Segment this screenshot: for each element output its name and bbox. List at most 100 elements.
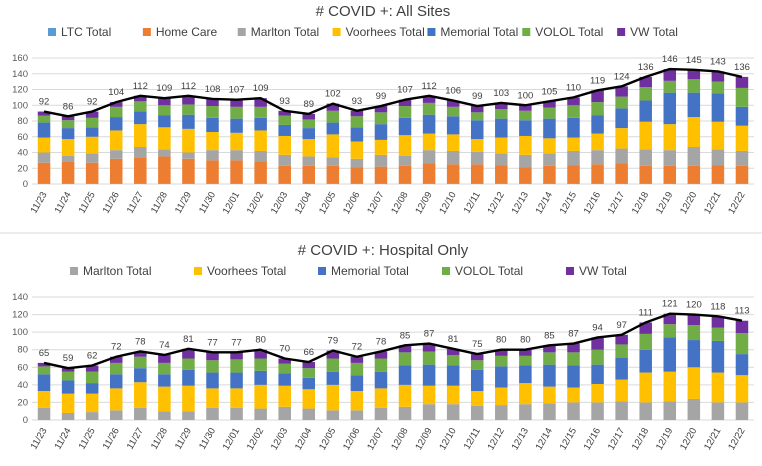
bar-segment-volol-total[interactable] — [374, 358, 388, 372]
bar-segment-volol-total[interactable] — [182, 104, 195, 115]
bar-segment-voorhees-total[interactable] — [254, 384, 267, 409]
bar-segment-ltc-total[interactable] — [735, 183, 749, 184]
bar-segment-home-care[interactable] — [109, 158, 123, 184]
bar-segment-memorial-total[interactable] — [615, 108, 628, 129]
bar-segment-ltc-total[interactable] — [254, 183, 267, 184]
bar-segment-volol-total[interactable] — [711, 327, 725, 341]
bar-segment-voorhees-total[interactable] — [446, 134, 460, 151]
bar-segment-voorhees-total[interactable] — [567, 387, 580, 403]
bar-segment-vw-total[interactable] — [350, 110, 364, 117]
bar-segment-voorhees-total[interactable] — [591, 133, 604, 151]
bar-segment-memorial-total[interactable] — [446, 365, 460, 386]
bar-segment-memorial-total[interactable] — [134, 111, 147, 125]
bar-segment-volol-total[interactable] — [158, 105, 171, 116]
bar-segment-memorial-total[interactable] — [61, 128, 75, 140]
bar-segment-home-care[interactable] — [663, 165, 677, 184]
bar-segment-volol-total[interactable] — [639, 333, 652, 350]
bar-segment-ltc-total[interactable] — [134, 183, 147, 184]
bar-segment-marlton-total[interactable] — [182, 152, 195, 159]
bar-segment-volol-total[interactable] — [326, 110, 340, 123]
bar-segment-volol-total[interactable] — [663, 80, 677, 93]
bar-segment-voorhees-total[interactable] — [639, 372, 652, 403]
bar-segment-memorial-total[interactable] — [495, 118, 508, 138]
bar-segment-voorhees-total[interactable] — [61, 393, 75, 413]
bar-segment-voorhees-total[interactable] — [254, 130, 267, 151]
bar-segment-volol-total[interactable] — [422, 351, 436, 365]
bar-segment-marlton-total[interactable] — [398, 155, 412, 166]
bar-segment-vw-total[interactable] — [206, 352, 219, 361]
bar-segment-vw-total[interactable] — [85, 365, 99, 372]
bar-segment-voorhees-total[interactable] — [615, 128, 628, 149]
bar-segment-vw-total[interactable] — [591, 90, 604, 103]
bar-segment-vw-total[interactable] — [687, 314, 701, 326]
bar-segment-home-care[interactable] — [567, 165, 580, 184]
bar-segment-vw-total[interactable] — [254, 98, 267, 107]
bar-segment-vw-total[interactable] — [134, 351, 147, 357]
bar-segment-marlton-total[interactable] — [254, 408, 267, 420]
bar-segment-memorial-total[interactable] — [422, 114, 436, 134]
bar-segment-memorial-total[interactable] — [37, 374, 51, 392]
bar-segment-memorial-total[interactable] — [398, 365, 412, 385]
bar-segment-memorial-total[interactable] — [158, 115, 171, 128]
bar-segment-volol-total[interactable] — [398, 352, 412, 366]
bar-segment-marlton-total[interactable] — [735, 150, 749, 166]
bar-segment-volol-total[interactable] — [567, 105, 580, 118]
bar-segment-vw-total[interactable] — [567, 343, 580, 353]
bar-segment-ltc-total[interactable] — [615, 183, 628, 184]
bar-segment-volol-total[interactable] — [519, 355, 532, 366]
bar-segment-memorial-total[interactable] — [302, 128, 316, 140]
bar-segment-memorial-total[interactable] — [470, 120, 484, 140]
bar-segment-home-care[interactable] — [350, 167, 364, 184]
bar-segment-vw-total[interactable] — [302, 362, 316, 369]
bar-segment-memorial-total[interactable] — [374, 124, 388, 140]
bar-segment-voorhees-total[interactable] — [326, 384, 340, 411]
bar-segment-memorial-total[interactable] — [519, 365, 532, 384]
bar-segment-marlton-total[interactable] — [687, 398, 701, 420]
bar-segment-marlton-total[interactable] — [37, 407, 51, 420]
bar-segment-home-care[interactable] — [687, 165, 701, 184]
bar-segment-ltc-total[interactable] — [567, 183, 580, 184]
bar-segment-memorial-total[interactable] — [422, 364, 436, 386]
bar-segment-memorial-total[interactable] — [254, 370, 267, 385]
bar-segment-home-care[interactable] — [543, 165, 556, 184]
bar-segment-volol-total[interactable] — [519, 110, 532, 121]
bar-segment-voorhees-total[interactable] — [302, 139, 316, 157]
bar-segment-home-care[interactable] — [495, 165, 508, 184]
bar-segment-voorhees-total[interactable] — [735, 125, 749, 151]
bar-segment-volol-total[interactable] — [302, 368, 316, 378]
bar-segment-marlton-total[interactable] — [711, 402, 725, 420]
bar-segment-voorhees-total[interactable] — [663, 124, 677, 151]
bar-segment-ltc-total[interactable] — [109, 183, 123, 184]
bar-segment-volol-total[interactable] — [350, 362, 364, 376]
bar-segment-marlton-total[interactable] — [567, 402, 580, 420]
bar-segment-marlton-total[interactable] — [422, 404, 436, 420]
bar-segment-marlton-total[interactable] — [278, 406, 291, 420]
bar-segment-memorial-total[interactable] — [398, 117, 412, 136]
bar-segment-vw-total[interactable] — [735, 320, 749, 334]
bar-segment-marlton-total[interactable] — [495, 405, 508, 420]
bar-segment-voorhees-total[interactable] — [302, 389, 316, 409]
bar-segment-marlton-total[interactable] — [543, 153, 556, 166]
bar-segment-voorhees-total[interactable] — [230, 388, 243, 408]
bar-segment-marlton-total[interactable] — [206, 407, 219, 420]
bar-segment-home-care[interactable] — [278, 165, 291, 184]
bar-segment-voorhees-total[interactable] — [495, 387, 508, 406]
bar-segment-ltc-total[interactable] — [350, 183, 364, 184]
bar-segment-marlton-total[interactable] — [639, 402, 652, 420]
bar-segment-memorial-total[interactable] — [735, 354, 749, 376]
bar-segment-vw-total[interactable] — [230, 352, 243, 360]
bar-segment-volol-total[interactable] — [374, 112, 388, 125]
bar-segment-memorial-total[interactable] — [206, 372, 219, 389]
bar-segment-marlton-total[interactable] — [326, 157, 340, 166]
bar-segment-marlton-total[interactable] — [470, 405, 484, 420]
bar-segment-volol-total[interactable] — [687, 79, 701, 93]
bar-segment-volol-total[interactable] — [85, 371, 99, 384]
bar-segment-home-care[interactable] — [37, 162, 51, 184]
bar-segment-voorhees-total[interactable] — [278, 135, 291, 155]
bar-segment-ltc-total[interactable] — [663, 183, 677, 184]
bar-segment-voorhees-total[interactable] — [374, 139, 388, 155]
bar-segment-home-care[interactable] — [446, 164, 460, 184]
bar-segment-volol-total[interactable] — [446, 106, 460, 117]
bar-segment-ltc-total[interactable] — [302, 183, 316, 184]
bar-segment-ltc-total[interactable] — [374, 183, 388, 184]
